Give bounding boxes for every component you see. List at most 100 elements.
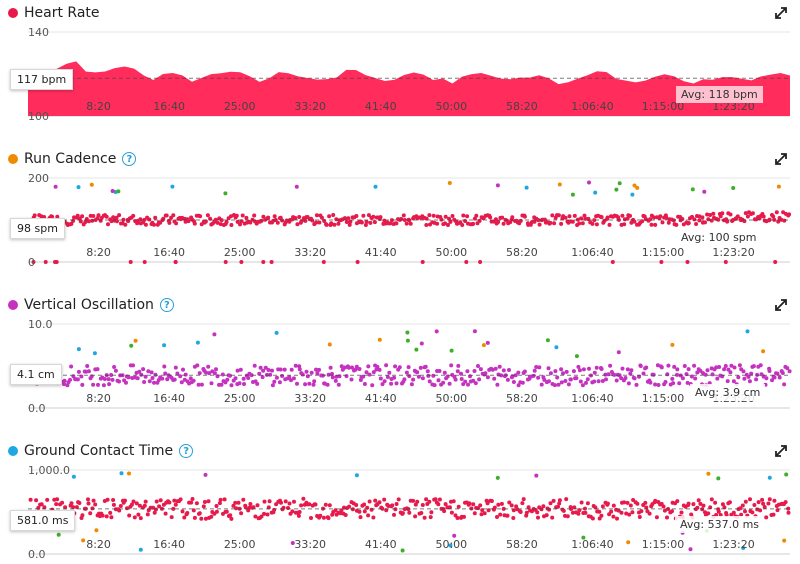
data-point <box>394 221 399 226</box>
data-point <box>505 377 510 382</box>
data-point <box>344 374 349 379</box>
heart-rate-chart[interactable]: 140 100 8:20 16:40 25:00 33:20 41:40 50:00 58:20… <box>0 24 800 124</box>
data-point <box>280 374 285 378</box>
data-point-zero <box>723 260 728 264</box>
data-point <box>32 213 37 218</box>
run-cadence-chart[interactable]: 200 0 8:20 16:40 25:00 33:20 41:40 50:00 58:20 1:… <box>0 170 800 270</box>
data-point <box>513 373 518 378</box>
data-point <box>164 213 169 218</box>
help-icon[interactable]: ? <box>122 152 137 166</box>
data-point <box>496 502 501 507</box>
data-point <box>660 220 665 225</box>
expand-icon[interactable] <box>774 444 788 458</box>
data-point <box>149 370 154 375</box>
data-point <box>192 515 197 520</box>
data-point <box>727 500 732 505</box>
data-point <box>83 220 88 224</box>
vertical-oscillation-chart[interactable]: 10.0 0.0 8:20 16:40 25:00 33:20 41:40 50:00 58:2… <box>0 316 800 416</box>
data-point <box>231 503 236 508</box>
data-point <box>482 511 487 516</box>
data-point <box>703 372 708 377</box>
data-point <box>516 370 521 375</box>
data-point <box>460 223 465 227</box>
expand-icon[interactable] <box>774 152 788 166</box>
data-point-zero <box>173 260 178 264</box>
data-point <box>745 214 750 219</box>
data-point <box>700 215 705 220</box>
data-point-outlier <box>138 547 143 552</box>
ground-contact-time-chart[interactable]: 1,000.0 0.0 8:20 16:40 25:00 33:20 41:40 50:00 5… <box>0 462 800 562</box>
data-point <box>692 363 697 368</box>
data-point <box>567 214 572 219</box>
data-point <box>536 515 540 520</box>
data-point <box>424 497 429 502</box>
data-point <box>135 376 140 381</box>
data-point <box>145 512 150 517</box>
data-point <box>689 374 694 379</box>
data-point <box>535 510 540 515</box>
data-point <box>60 500 65 505</box>
data-point <box>347 222 352 227</box>
data-point-outlier <box>89 182 94 187</box>
data-point <box>675 499 680 504</box>
data-point <box>594 365 599 370</box>
data-point <box>141 367 146 372</box>
expand-icon[interactable] <box>774 6 788 20</box>
data-point <box>218 222 223 227</box>
data-point <box>518 510 523 514</box>
data-point <box>329 221 334 226</box>
data-point-outlier <box>632 183 637 188</box>
data-point <box>375 364 380 369</box>
data-point <box>450 214 455 218</box>
data-point <box>541 504 546 509</box>
data-point <box>760 497 765 502</box>
data-point <box>321 515 326 520</box>
data-point <box>556 504 560 509</box>
data-point <box>590 221 595 226</box>
vertical-oscillation-title: Vertical Oscillation ? <box>8 296 174 314</box>
data-point <box>378 215 383 220</box>
data-point <box>266 215 271 220</box>
help-icon[interactable]: ? <box>159 298 174 312</box>
data-point <box>622 500 627 505</box>
data-point <box>582 213 587 218</box>
data-point <box>577 221 582 226</box>
data-point-zero <box>142 260 147 264</box>
data-point-outlier <box>53 184 58 189</box>
data-point <box>100 513 105 518</box>
data-point <box>632 376 637 381</box>
data-point <box>212 371 217 376</box>
data-point-zero <box>321 260 326 264</box>
data-point <box>219 382 224 387</box>
data-point <box>720 211 725 216</box>
help-icon[interactable]: ? <box>179 444 194 458</box>
data-point-outlier <box>405 338 410 343</box>
data-point <box>507 500 512 505</box>
data-point <box>415 370 420 375</box>
data-point <box>272 379 277 384</box>
data-point <box>396 497 401 502</box>
data-point <box>143 499 148 504</box>
data-point <box>91 382 96 387</box>
data-point <box>485 375 490 380</box>
data-point-outlier <box>447 181 452 185</box>
x-tick-label: 41:40 <box>365 100 397 113</box>
data-point <box>257 371 262 376</box>
data-point <box>509 503 514 508</box>
vertical-oscillation-current-value: 4.1 cm <box>10 364 62 385</box>
data-point <box>157 504 162 509</box>
data-point <box>411 377 416 382</box>
data-point-outlier <box>400 548 405 553</box>
data-point <box>113 368 118 373</box>
expand-icon[interactable] <box>774 298 788 312</box>
data-point-outlier <box>630 192 635 197</box>
data-point <box>180 509 185 514</box>
data-point <box>111 502 116 507</box>
data-point <box>725 379 730 384</box>
heart-rate-average: Avg: 118 bpm <box>676 86 763 103</box>
data-point <box>174 221 179 226</box>
data-point-outlier <box>485 340 490 345</box>
data-point <box>411 498 416 503</box>
data-point <box>584 380 588 385</box>
data-point <box>55 497 60 502</box>
